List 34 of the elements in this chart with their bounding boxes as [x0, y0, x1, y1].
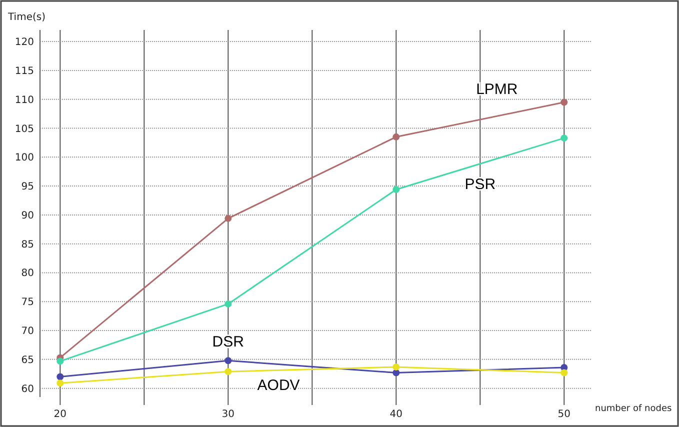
series-label: PSR [464, 176, 496, 193]
point [560, 98, 568, 106]
y-axis-title: Time(s) [7, 12, 46, 23]
x-tick-label: 30 [222, 409, 235, 420]
point [560, 134, 568, 142]
point [560, 369, 568, 376]
x-axis-title: number of nodes [595, 404, 672, 414]
y-tick-label: 105 [14, 124, 34, 135]
point [392, 186, 400, 194]
y-tick-label: 120 [14, 37, 34, 48]
y-tick-label: 80 [21, 268, 34, 280]
y-tick-label: 95 [21, 182, 34, 193]
y-tick-label: 85 [21, 239, 34, 250]
point [56, 380, 64, 387]
y-tick-label: 65 [21, 354, 34, 366]
y-tick-label: 60 [21, 384, 34, 395]
point [392, 133, 400, 140]
point [392, 363, 400, 370]
series-label: AODV [257, 377, 300, 394]
point [56, 373, 64, 380]
x-tick-label: 50 [558, 409, 570, 420]
x-tick-label: 20 [54, 409, 67, 420]
point [224, 357, 232, 364]
y-tick-label: 90 [21, 210, 34, 222]
x-tick-label: 40 [390, 409, 402, 420]
y-tick-label: 110 [14, 94, 34, 106]
point [224, 368, 232, 376]
point [56, 358, 64, 365]
y-tick-label: 115 [14, 66, 34, 77]
point [224, 300, 232, 308]
y-tick-label: 70 [21, 326, 34, 338]
y-tick-label: 100 [14, 152, 34, 164]
y-tick-label: 75 [21, 297, 34, 308]
point [224, 214, 232, 222]
